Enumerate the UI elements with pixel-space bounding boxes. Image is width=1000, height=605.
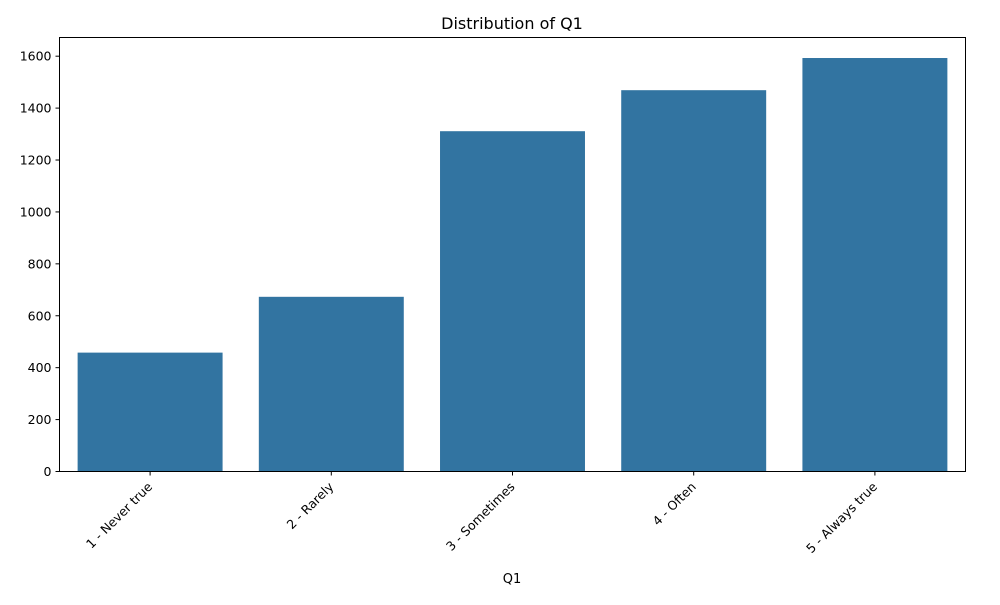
bar-5: [802, 58, 948, 472]
chart-title: Distribution of Q1: [441, 14, 583, 33]
y-ticks: 0 200 400 600 800 1000 1200 1400 1600: [20, 49, 60, 479]
y-tick-label: 1600: [20, 49, 52, 64]
x-axis-label: Q1: [503, 572, 522, 587]
bar-4: [621, 90, 767, 472]
y-tick-label: 1000: [20, 204, 52, 219]
x-tick-label: 5 - Always true: [803, 479, 880, 556]
y-tick-label: 0: [44, 464, 52, 479]
x-tick-label: 1 - Never true: [83, 479, 156, 552]
y-tick-label: 400: [28, 360, 52, 375]
y-tick-label: 1200: [20, 153, 52, 168]
y-tick-label: 200: [28, 412, 52, 427]
bar-3: [440, 131, 585, 472]
y-tick-label: 800: [28, 256, 52, 271]
x-tick-label: 4 - Often: [649, 479, 698, 528]
y-tick-label: 1400: [20, 101, 52, 116]
x-tick-label: 3 - Sometimes: [443, 479, 518, 554]
y-tick-label: 600: [28, 308, 52, 323]
bar-2: [258, 296, 404, 472]
x-ticks: 1 - Never true 2 - Rarely 3 - Sometimes 4 -…: [83, 471, 880, 556]
x-tick-label: 2 - Rarely: [283, 479, 336, 532]
bar-1: [77, 352, 223, 472]
bars-layer: [77, 58, 948, 472]
